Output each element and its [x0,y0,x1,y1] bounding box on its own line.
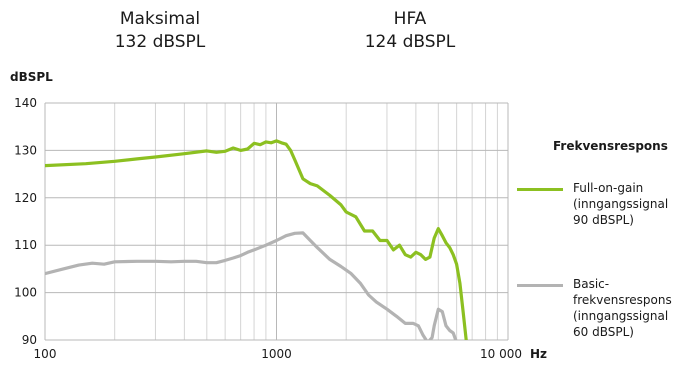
x-axis-unit: Hz [530,347,547,361]
y-tick-label: 90 [22,333,37,347]
y-tick-label: 130 [14,143,37,157]
legend-label-basic: Basic-frekvensrespons (inngangssignal 60 d… [573,276,681,340]
x-tick-label: 1000 [261,347,292,361]
y-tick-label: 140 [14,96,37,110]
series-line-full-on-gain [45,139,468,340]
legend-swatch-basic [517,284,563,287]
hfa-value: 124 dBSPL [364,32,456,52]
legend-label-line: Basic- [573,277,610,291]
legend-label-line: (inngangssignal [573,197,669,211]
legend-label-line: 60 dBSPL) [573,325,634,339]
legend-swatch-full-on-gain [517,188,563,191]
x-tick-label: 100 [34,347,57,361]
legend-label-line: Full-on-gain [573,181,644,195]
legend-label-full-on-gain: Full-on-gain (inngangssignal 90 dBSPL) [573,180,681,228]
hfa-label: HFA [393,9,427,29]
y-tick-label: 110 [14,238,37,252]
legend-label-line: (inngangssignal [573,309,669,323]
legend-label-line: frekvensrespons [573,293,672,307]
maksimal-value: 132 dBSPL [114,32,206,52]
legend-title: Frekvensrespons [553,139,668,153]
header-hfa: HFA 124 dBSPL [335,8,485,54]
x-tick-label: 10 000 [480,347,522,361]
maksimal-label: Maksimal [119,9,201,29]
header-maksimal: Maksimal 132 dBSPL [85,8,235,54]
legend-label-line: 90 dBSPL) [573,213,634,227]
y-tick-label: 120 [14,191,37,205]
y-tick-label: 100 [14,286,37,300]
series-line-basic [45,231,458,340]
y-axis-label: dBSPL [10,70,53,84]
